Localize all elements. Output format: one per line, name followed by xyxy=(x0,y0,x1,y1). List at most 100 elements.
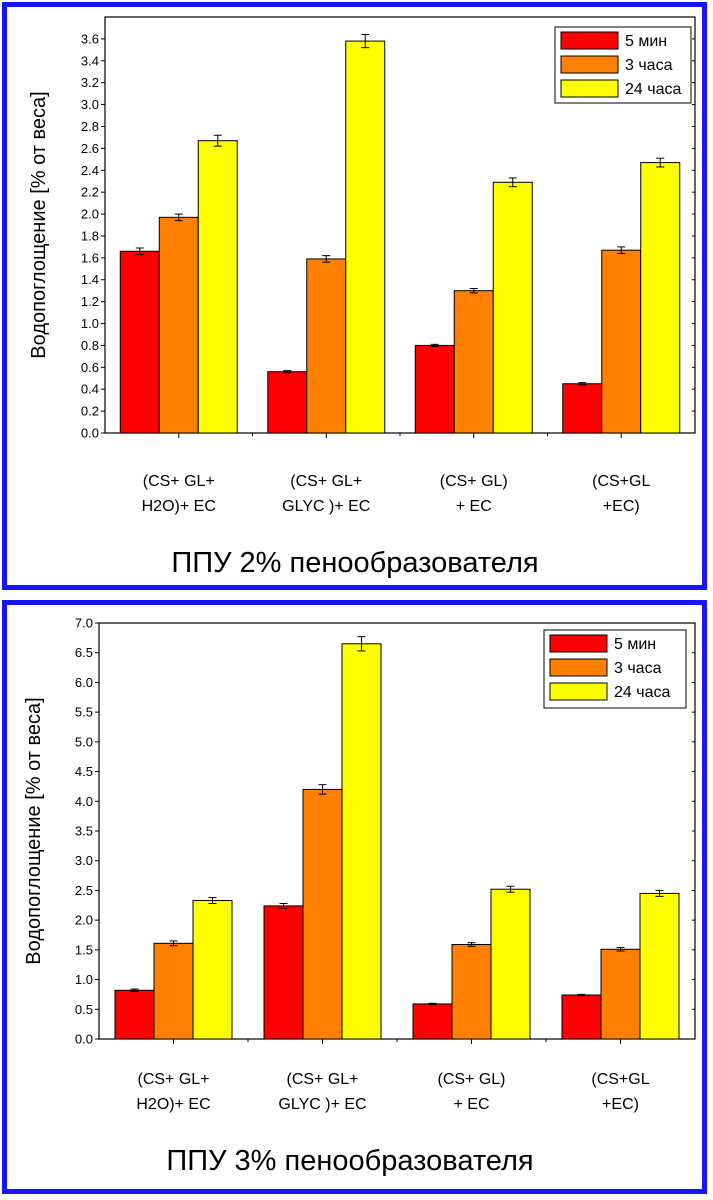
x-category-label: (CS+GL xyxy=(591,1071,649,1088)
legend-label: 24 часа xyxy=(614,684,670,701)
y-tick-label: 1.0 xyxy=(81,316,99,331)
y-axis: 0.0 0.2 0.4 0.6 0.8 1.0 1.2 1.4 1.6 1.8 2.0 2.2 2.4 2… xyxy=(81,31,695,441)
y-tick-label: 2.0 xyxy=(81,207,99,222)
legend: 5 мин 3 часа 24 часа xyxy=(543,629,687,709)
y-tick-label: 0.2 xyxy=(81,404,99,419)
bar xyxy=(267,371,308,434)
y-tick-label: 5.0 xyxy=(75,734,93,749)
y-tick-label: 4.5 xyxy=(75,764,93,779)
chart-title: ППУ 3% пенообразователя xyxy=(166,1145,533,1177)
bar xyxy=(341,643,382,1040)
bar-chart-3-percent: 0.0 0.5 1.0 1.5 2.0 2.5 3.0 3.5 4.0 4.5 5.0 5.5 6.0 6… xyxy=(23,616,696,1177)
legend: 5 мин 3 часа 24 часа xyxy=(554,26,692,104)
legend-label: 3 часа xyxy=(625,57,673,74)
y-tick-label: 5.5 xyxy=(75,705,93,720)
x-category-label: + EC xyxy=(453,1096,489,1113)
y-tick-label: 4.0 xyxy=(75,794,93,809)
y-tick-label: 3.6 xyxy=(81,31,99,46)
x-category-label: + EC xyxy=(456,498,492,515)
legend-label: 3 часа xyxy=(614,660,662,677)
bars: (CS+ GL+ H2O)+ EC (CS+ GL+ GLYC )+ EC (CS+ G… xyxy=(114,636,680,1113)
x-category-label: H2O)+ EC xyxy=(142,498,216,515)
y-tick-label: 2.0 xyxy=(75,913,93,928)
bar-chart-2-percent: 0.0 0.2 0.4 0.6 0.8 1.0 1.2 1.4 1.6 1.8 2.0 2.2 2.4 2… xyxy=(28,16,696,579)
legend-swatch xyxy=(549,682,608,701)
y-tick-label: 2.4 xyxy=(81,163,99,178)
y-tick-label: 0.4 xyxy=(81,382,99,397)
bar xyxy=(345,40,386,434)
y-tick-label: 2.2 xyxy=(81,185,99,200)
chart-title: ППУ 2% пенообразователя xyxy=(171,547,538,579)
y-tick-label: 3.0 xyxy=(75,853,93,868)
bar xyxy=(490,888,531,1040)
y-tick-label: 6.5 xyxy=(75,645,93,660)
bar xyxy=(119,250,160,434)
x-category-label: (CS+ GL) xyxy=(437,1071,505,1088)
x-category-label: (CS+ GL+ xyxy=(137,1071,209,1088)
bar xyxy=(639,892,680,1040)
y-tick-label: 1.2 xyxy=(81,294,99,309)
y-tick-label: 2.6 xyxy=(81,141,99,156)
y-tick-label: 0.5 xyxy=(75,1002,93,1017)
x-category-label: +EC) xyxy=(603,498,640,515)
legend-swatch xyxy=(560,79,619,98)
x-category-label: (CS+GL xyxy=(592,473,650,490)
y-tick-label: 1.5 xyxy=(75,942,93,957)
bar xyxy=(158,216,199,434)
y-tick-label: 1.4 xyxy=(81,272,99,287)
chart-panel-3-percent: 0.0 0.5 1.0 1.5 2.0 2.5 3.0 3.5 4.0 4.5 5.0 5.5 6.0 6… xyxy=(2,600,707,1194)
y-tick-label: 3.0 xyxy=(81,97,99,112)
bar xyxy=(412,1003,453,1040)
bar xyxy=(197,140,238,434)
bar xyxy=(114,989,155,1040)
y-tick-label: 1.0 xyxy=(75,972,93,987)
legend-label: 5 мин xyxy=(625,33,667,50)
y-tick-label: 3.2 xyxy=(81,75,99,90)
bar xyxy=(302,788,343,1040)
y-tick-label: 1.6 xyxy=(81,250,99,265)
y-tick-label: 3.5 xyxy=(75,824,93,839)
bars: (CS+ GL+ H2O)+ EC (CS+ GL+ GLYC )+ EC (CS+ G… xyxy=(119,34,681,515)
x-category-label: GLYC )+ EC xyxy=(282,498,370,515)
bar xyxy=(263,905,304,1040)
legend-swatch xyxy=(549,658,608,677)
y-tick-label: 0.0 xyxy=(75,1032,93,1047)
x-category-label: (CS+ GL) xyxy=(440,473,508,490)
x-category-label: (CS+ GL+ xyxy=(286,1071,358,1088)
y-axis-label: Водопоглощение [% от веса] xyxy=(28,91,50,358)
legend-label: 5 мин xyxy=(614,636,656,653)
bar xyxy=(451,944,492,1040)
x-category-label: H2O)+ EC xyxy=(136,1096,210,1113)
bar xyxy=(562,383,603,434)
y-axis-label: Водопоглощение [% от веса] xyxy=(23,697,45,964)
bar xyxy=(600,948,641,1040)
legend-swatch xyxy=(560,31,619,50)
y-tick-label: 0.8 xyxy=(81,338,99,353)
y-tick-label: 2.8 xyxy=(81,119,99,134)
y-tick-label: 6.0 xyxy=(75,675,93,690)
y-tick-label: 3.4 xyxy=(81,53,99,68)
bar xyxy=(192,900,233,1040)
x-category-label: (CS+ GL+ xyxy=(143,473,215,490)
y-tick-label: 2.5 xyxy=(75,883,93,898)
y-tick-label: 0.6 xyxy=(81,360,99,375)
y-tick-label: 7.0 xyxy=(75,616,93,631)
x-category-label: (CS+ GL+ xyxy=(290,473,362,490)
bar xyxy=(640,162,681,434)
y-axis: 0.0 0.5 1.0 1.5 2.0 2.5 3.0 3.5 4.0 4.5 5.0 5.5 6.0 6… xyxy=(75,616,695,1047)
bar xyxy=(561,994,602,1040)
bar xyxy=(306,258,347,434)
bar xyxy=(492,181,533,434)
legend-swatch xyxy=(549,634,608,653)
y-tick-label: 0.0 xyxy=(81,426,99,441)
x-category-label: +EC) xyxy=(602,1096,639,1113)
bar xyxy=(453,290,494,434)
bar xyxy=(153,942,194,1040)
y-tick-label: 1.8 xyxy=(81,228,99,243)
legend-label: 24 часа xyxy=(625,81,681,98)
bar xyxy=(601,249,642,434)
bar xyxy=(414,344,455,434)
x-category-label: GLYC )+ EC xyxy=(278,1096,366,1113)
chart-panel-2-percent: 0.0 0.2 0.4 0.6 0.8 1.0 1.2 1.4 1.6 1.8 2.0 2.2 2.4 2… xyxy=(2,2,707,590)
legend-swatch xyxy=(560,55,619,74)
